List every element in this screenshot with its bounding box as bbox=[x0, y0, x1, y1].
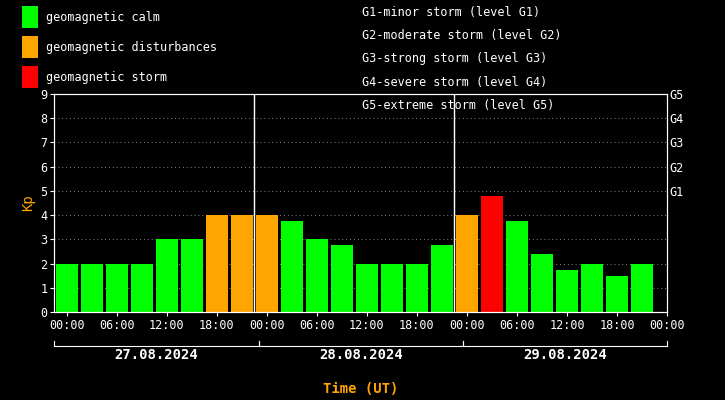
Text: 29.08.2024: 29.08.2024 bbox=[523, 348, 607, 362]
Bar bbox=[56, 264, 78, 312]
Bar bbox=[256, 215, 278, 312]
Bar bbox=[631, 264, 653, 312]
Text: G2-moderate storm (level G2): G2-moderate storm (level G2) bbox=[362, 29, 562, 42]
Text: G5-extreme storm (level G5): G5-extreme storm (level G5) bbox=[362, 99, 555, 112]
Bar bbox=[506, 221, 529, 312]
Bar bbox=[381, 264, 403, 312]
Text: 28.08.2024: 28.08.2024 bbox=[319, 348, 402, 362]
Text: 27.08.2024: 27.08.2024 bbox=[115, 348, 199, 362]
Y-axis label: Kp: Kp bbox=[21, 195, 35, 211]
Bar bbox=[331, 245, 353, 312]
Text: geomagnetic storm: geomagnetic storm bbox=[46, 70, 167, 84]
Bar bbox=[531, 254, 553, 312]
Text: geomagnetic disturbances: geomagnetic disturbances bbox=[46, 40, 218, 54]
Bar bbox=[356, 264, 378, 312]
Bar bbox=[456, 215, 478, 312]
Bar bbox=[581, 264, 603, 312]
Bar bbox=[306, 239, 328, 312]
Bar bbox=[281, 221, 303, 312]
Bar bbox=[181, 239, 203, 312]
Text: Time (UT): Time (UT) bbox=[323, 382, 398, 396]
Bar bbox=[130, 264, 153, 312]
Bar bbox=[80, 264, 103, 312]
Bar bbox=[406, 264, 428, 312]
Text: G3-strong storm (level G3): G3-strong storm (level G3) bbox=[362, 52, 548, 65]
Bar bbox=[231, 215, 253, 312]
Text: G4-severe storm (level G4): G4-severe storm (level G4) bbox=[362, 76, 548, 89]
Bar bbox=[556, 270, 579, 312]
Text: G1-minor storm (level G1): G1-minor storm (level G1) bbox=[362, 6, 541, 19]
Bar bbox=[431, 245, 453, 312]
Bar bbox=[156, 239, 178, 312]
Bar bbox=[206, 215, 228, 312]
Bar bbox=[481, 196, 503, 312]
Bar bbox=[106, 264, 128, 312]
Text: geomagnetic calm: geomagnetic calm bbox=[46, 10, 160, 24]
Bar bbox=[606, 276, 629, 312]
